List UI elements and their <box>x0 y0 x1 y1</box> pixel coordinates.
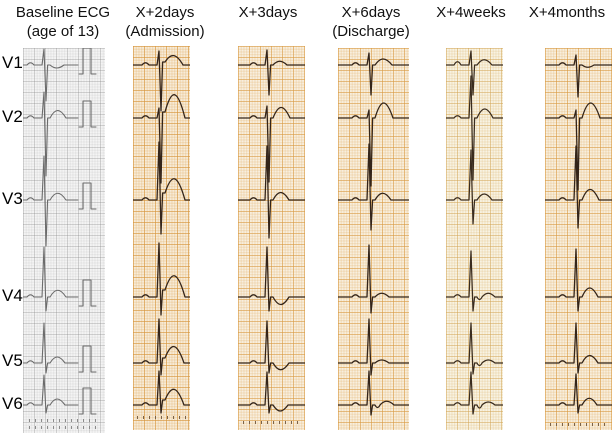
lead-label-v3: V3 <box>2 189 23 208</box>
lead-label-v4: V4 <box>2 286 23 305</box>
strip-footer-tick-marks <box>242 421 301 424</box>
ecg-traces-x4months <box>545 54 612 414</box>
column-subtitle: (age of 13) <box>26 23 100 40</box>
column-header-baseline: Baseline ECG (age of 13) <box>16 3 110 41</box>
ecg-trace-v1 <box>545 54 612 98</box>
ecg-trace-v3 <box>238 145 305 239</box>
ecg-trace-v4 <box>238 246 305 312</box>
column-header-x4months: X+4months <box>529 3 605 22</box>
ecg-trace-v2 <box>23 91 97 177</box>
ecg-trace-v3 <box>338 143 409 231</box>
column-subtitle: (Admission) <box>125 23 205 40</box>
column-header-x6days: X+6days (Discharge) <box>332 3 410 41</box>
ecg-trace-v6 <box>238 371 305 414</box>
ecg-trace-v3 <box>133 141 190 235</box>
ecg-trace-v6 <box>545 373 612 414</box>
ecg-trace-v2 <box>446 75 503 181</box>
column-subtitle: (Discharge) <box>332 23 410 40</box>
ecg-trace-v1 <box>446 50 503 96</box>
ecg-trace-v4 <box>446 250 503 312</box>
ecg-trace-v4 <box>545 248 612 312</box>
ecg-trace-v5 <box>338 318 409 376</box>
ecg-trace-v3 <box>23 155 97 247</box>
ecg-trace-v4 <box>23 246 97 312</box>
strip-footer-tick-marks <box>549 423 608 426</box>
ecg-traces-x6days <box>338 52 409 416</box>
ecg-trace-v6 <box>446 371 503 415</box>
ecg-strip-baseline <box>23 48 105 433</box>
lead-label-v6: V6 <box>2 394 23 413</box>
ecg-traces-x3days <box>238 49 305 414</box>
ecg-strip-x2days <box>133 46 190 430</box>
ecg-trace-v5 <box>446 322 503 375</box>
ecg-trace-v2 <box>338 102 409 187</box>
ecg-trace-v5 <box>238 320 305 374</box>
column-header-x3days: X+3days <box>239 3 298 22</box>
strip-footer-tick-marks <box>136 416 187 419</box>
ecg-trace-v2 <box>238 105 305 183</box>
ecg-trace-v1 <box>133 50 190 112</box>
ecg-trace-v1 <box>338 52 409 96</box>
ecg-trace-v2 <box>545 102 612 191</box>
column-header-x4weeks: X+4weeks <box>436 3 506 22</box>
column-title: X+4weeks <box>436 4 506 21</box>
ecg-trace-v6 <box>338 370 409 416</box>
column-title: X+6days <box>341 4 401 21</box>
ecg-strip-x3days <box>238 46 305 430</box>
lead-label-v2: V2 <box>2 107 23 126</box>
ecg-trace-v4 <box>133 242 190 316</box>
ecg-trace-v5 <box>133 318 190 376</box>
column-title: X+4months <box>528 4 606 21</box>
lead-label-v1: V1 <box>2 53 23 72</box>
ecg-strip-x4weeks <box>446 48 503 430</box>
ecg-trace-v1 <box>238 49 305 96</box>
strip-footer-tick-marks <box>28 419 100 422</box>
ecg-trace-v5 <box>545 322 612 374</box>
ecg-trace-v6 <box>133 370 190 414</box>
ecg-trace-v4 <box>338 244 409 314</box>
ecg-strip-x4months <box>545 48 612 430</box>
strip-footer-tick-marks <box>28 426 100 429</box>
ecg-trace-v6 <box>23 374 97 415</box>
ecg-trace-v1 <box>23 48 97 102</box>
ecg-trace-v3 <box>545 145 612 229</box>
ecg-strip-x6days <box>338 48 409 430</box>
ecg-trace-v2 <box>133 94 190 184</box>
ecg-traces-x4weeks <box>446 50 503 415</box>
lead-label-v5: V5 <box>2 351 23 370</box>
ecg-traces-baseline <box>23 48 97 415</box>
column-title: Baseline ECG <box>15 4 111 21</box>
column-header-x2days: X+2days (Admission) <box>125 3 204 41</box>
ecg-traces-x2days <box>133 50 190 414</box>
column-title: X+3days <box>238 4 298 21</box>
column-title: X+2days <box>135 4 195 21</box>
ecg-trace-v5 <box>23 322 97 374</box>
ecg-trace-v3 <box>446 149 503 225</box>
